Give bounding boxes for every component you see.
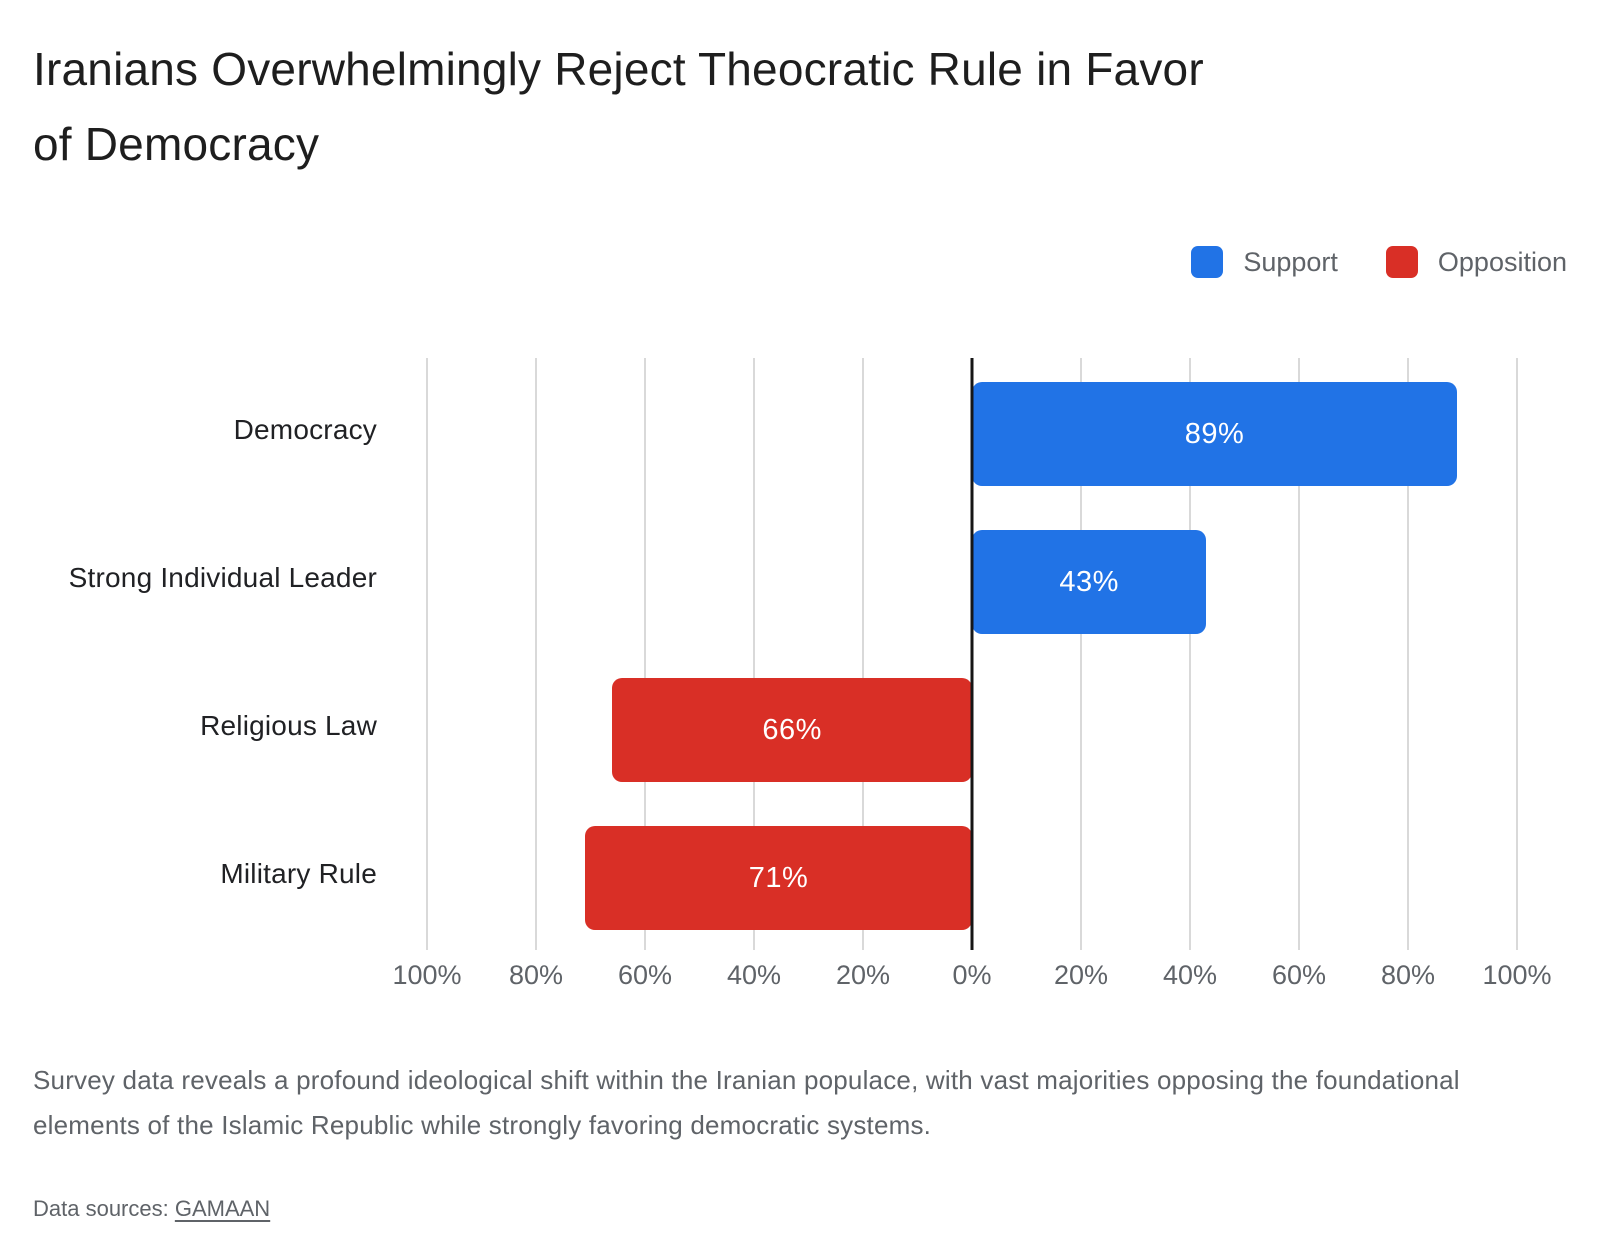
x-axis-tick-label: 40% [1162, 960, 1218, 990]
bar-value-label: 43% [1059, 565, 1119, 598]
bar-rows: Democracy 89% Strong Individual Leader 4… [33, 356, 1517, 948]
bar-track: 89% [427, 356, 1517, 504]
category-label-democracy: Democracy [233, 414, 377, 445]
chart-caption: Survey data reveals a profound ideologic… [33, 1058, 1483, 1148]
x-axis-tick-label: 100% [1482, 960, 1552, 990]
bar-religious-law-opposition[interactable]: 66% [612, 678, 972, 782]
caption-line-2: foundational elements of the Islamic Rep… [33, 1065, 1460, 1140]
x-axis-tick-label: 20% [1053, 960, 1109, 990]
bar-track: 66% [427, 652, 1517, 800]
chart-title-line-1: Iranians Overwhelmingly Reject Theocrati… [33, 43, 1204, 95]
x-axis-tick-label: 80% [508, 960, 564, 990]
bar-track: 43% [427, 504, 1517, 652]
x-axis-tick-label: 80% [1380, 960, 1436, 990]
category-label-strong-individual-leader: Strong Individual Leader [68, 562, 377, 593]
support-swatch-icon [1191, 246, 1224, 278]
bar-value-label: 66% [762, 713, 822, 746]
legend-item-support[interactable]: Support [1191, 246, 1338, 278]
bar-democracy-support[interactable]: 89% [972, 382, 1458, 486]
x-axis-tick-label: 60% [1271, 960, 1327, 990]
bar-value-label: 89% [1184, 417, 1245, 450]
bar-strong-individual-leader-support[interactable]: 43% [972, 530, 1207, 634]
data-source-prefix: Data sources: [33, 1196, 175, 1221]
x-axis-tick-labels: 100% 80% 60% 40% 20% 0% 20% 40% 60% 80% 100% [392, 960, 1551, 996]
bar-value-label: 71% [748, 861, 809, 894]
data-source-line: Data sources: GAMAAN [33, 1196, 270, 1222]
category-label-religious-law: Religious Law [200, 710, 377, 741]
x-axis-tick-label: 20% [835, 960, 891, 990]
legend: Support Opposition [1191, 246, 1567, 278]
chart-title: Iranians Overwhelmingly Reject Theocrati… [33, 32, 1523, 182]
x-axis-tick-label: 60% [617, 960, 673, 990]
bar-military-rule-opposition[interactable]: 71% [585, 826, 972, 930]
x-axis-tick-label: 100% [392, 960, 462, 990]
legend-label-support: Support [1243, 246, 1338, 277]
chart-row-democracy: Democracy 89% [33, 356, 1517, 504]
chart-title-line-2: of Democracy [33, 118, 320, 170]
bar-track: 71% [427, 800, 1517, 948]
legend-item-opposition[interactable]: Opposition [1385, 246, 1567, 278]
chart-row-religious-law: Religious Law 66% [33, 652, 1517, 800]
chart-row-military-rule: Military Rule 71% [33, 800, 1517, 948]
data-source-link[interactable]: GAMAAN [174, 1196, 271, 1221]
caption-line-1: Survey data reveals a profound ideologic… [33, 1065, 1309, 1095]
x-axis-tick-label: 0% [952, 960, 992, 990]
legend-label-opposition: Opposition [1437, 246, 1567, 277]
category-label-military-rule: Military Rule [220, 858, 377, 889]
opposition-swatch-icon [1385, 246, 1418, 278]
chart-row-strong-individual-leader: Strong Individual Leader 43% [33, 504, 1517, 652]
x-axis-tick-label: 40% [726, 960, 782, 990]
